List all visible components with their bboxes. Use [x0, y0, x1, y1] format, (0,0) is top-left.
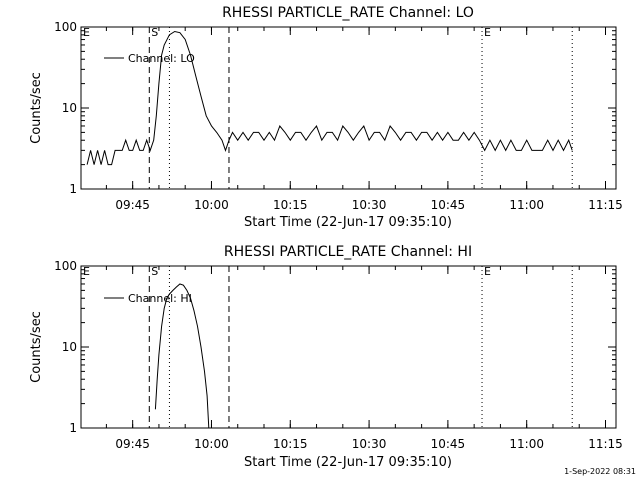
lo-x-tick-label: 10:45 — [431, 198, 466, 212]
hi-x-tick-label: 10:00 — [194, 437, 229, 451]
lo-x-tick-label: 10:30 — [352, 198, 387, 212]
lo-x-tick-label: 11:00 — [509, 198, 544, 212]
hi-x-tick-label: 11:15 — [588, 437, 623, 451]
hi-y-tick-label: 1 — [69, 421, 77, 435]
lo-marker-label: S — [151, 26, 158, 39]
lo-y-tick-label: 100 — [54, 20, 77, 34]
hi-x-tick-label: 10:15 — [273, 437, 308, 451]
lo-x-axis-label: Start Time (22-Jun-17 09:35:10) — [244, 215, 452, 230]
hi-y-axis-label: Counts/sec — [29, 311, 44, 383]
footer-date: 1-Sep-2022 08:31 — [564, 467, 636, 476]
hi-x-tick-label: 09:45 — [115, 437, 150, 451]
hi-legend-label: Channel: HI — [128, 292, 192, 305]
hi-chart-title: RHESSI PARTICLE_RATE Channel: HI — [224, 244, 472, 260]
hi-marker-label: E — [83, 265, 90, 278]
hi-y-tick-label: 10 — [62, 340, 77, 354]
hi-x-tick-label: 11:00 — [509, 437, 544, 451]
lo-chart-title: RHESSI PARTICLE_RATE Channel: LO — [222, 5, 474, 21]
lo-y-tick-label: 1 — [69, 182, 77, 196]
lo-y-axis-label-wrap: Counts/sec — [29, 72, 44, 144]
lo-legend-label: Channel: LO — [128, 52, 195, 65]
lo-y-axis-label: Counts/sec — [29, 72, 44, 144]
lo-series-line — [86, 30, 573, 166]
lo-x-tick-label: 10:00 — [194, 198, 229, 212]
lo-y-ticks: 1 10 100 — [54, 20, 616, 196]
lo-legend: Channel: LO — [104, 52, 195, 65]
hi-y-axis-label-wrap: Counts/sec — [29, 311, 44, 383]
hi-x-tick-label: 10:45 — [431, 437, 466, 451]
hi-channel-panel: RHESSI PARTICLE_RATE Channel: HI Counts/… — [29, 244, 623, 470]
lo-x-ticks: 09:45 10:00 10:15 10:30 10:45 11:00 11:15 — [105, 27, 623, 212]
hi-series-line — [154, 283, 210, 429]
hi-marker-label: E — [484, 265, 491, 278]
hi-y-tick-label: 100 — [54, 259, 77, 273]
lo-channel-panel: RHESSI PARTICLE_RATE Channel: LO Counts/… — [29, 5, 623, 230]
lo-x-tick-label: 10:15 — [273, 198, 308, 212]
lo-series — [86, 30, 573, 166]
lo-y-tick-label: 10 — [62, 101, 77, 115]
hi-legend: Channel: HI — [104, 292, 192, 305]
hi-plot-frame — [80, 265, 617, 429]
hi-marker-label: S — [151, 265, 158, 278]
hi-y-ticks: 1 10 100 — [54, 259, 616, 435]
hi-x-axis-label: Start Time (22-Jun-17 09:35:10) — [244, 455, 452, 470]
hi-series — [154, 283, 210, 429]
hi-x-ticks: 09:45 10:00 10:15 10:30 10:45 11:00 11:15 — [105, 266, 623, 451]
lo-x-tick-label: 09:45 — [115, 198, 150, 212]
lo-x-tick-label: 11:15 — [588, 198, 623, 212]
lo-marker-label: E — [484, 26, 491, 39]
hi-x-tick-label: 10:30 — [352, 437, 387, 451]
lo-marker-label: E — [83, 26, 90, 39]
